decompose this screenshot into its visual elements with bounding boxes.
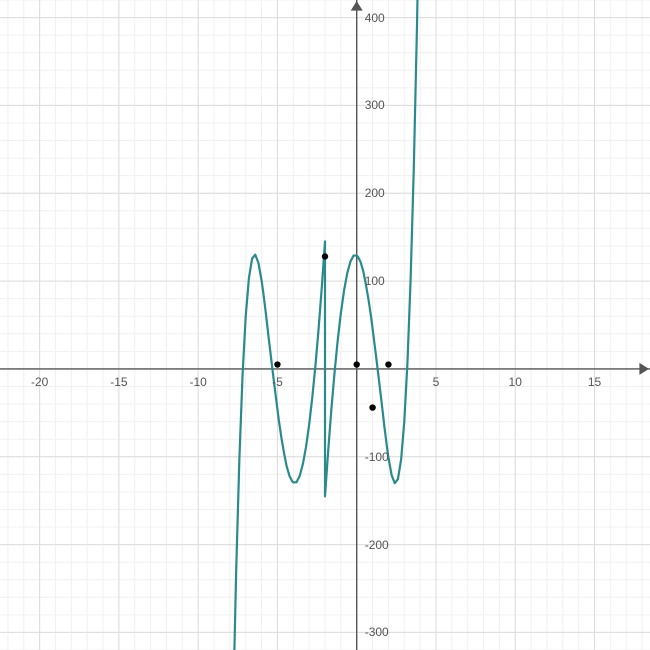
data-marker — [354, 361, 360, 367]
x-tick-label: 15 — [588, 375, 601, 389]
y-tick-label: 300 — [365, 98, 385, 112]
data-marker — [322, 253, 328, 259]
x-tick-label: -20 — [31, 375, 48, 389]
data-marker — [274, 361, 280, 367]
y-tick-label: -200 — [365, 538, 389, 552]
data-marker — [385, 361, 391, 367]
x-tick-label: 5 — [433, 375, 440, 389]
y-tick-label: 200 — [365, 186, 385, 200]
x-tick-label: -15 — [110, 375, 127, 389]
y-tick-label: -100 — [365, 450, 389, 464]
chart-canvas: -20 -15 -10 -5 5 10 15 400 300 200 100 -100 -200 -300 — [0, 0, 650, 650]
y-tick-label: 400 — [365, 11, 385, 25]
x-tick-label: -10 — [189, 375, 206, 389]
y-tick-label: 100 — [365, 274, 385, 288]
data-marker — [369, 404, 375, 410]
x-tick-label: 10 — [509, 375, 522, 389]
y-tick-label: -300 — [365, 625, 389, 639]
x-tick-label: -5 — [272, 375, 283, 389]
plot-svg — [0, 0, 650, 650]
